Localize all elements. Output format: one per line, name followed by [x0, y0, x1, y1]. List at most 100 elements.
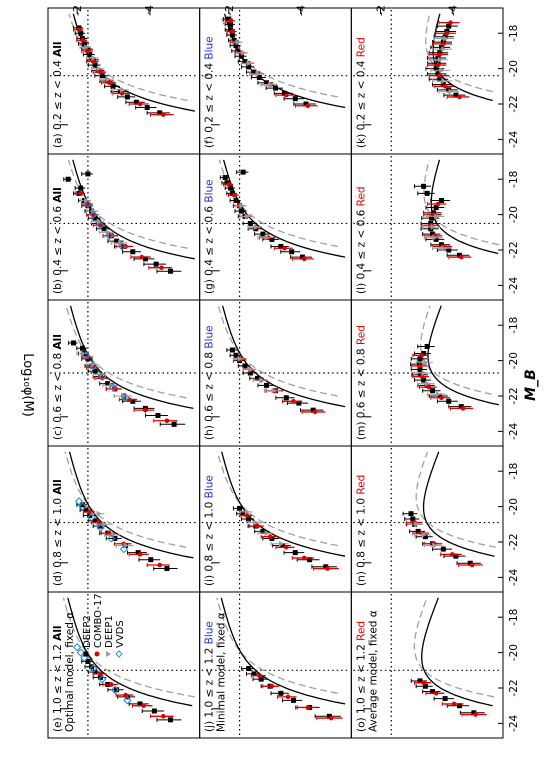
deep2-point	[442, 696, 448, 702]
combo17-point	[283, 545, 289, 550]
combo17-point	[305, 103, 311, 109]
panel-14: (o) 1.0 ≤ z < 1.2 Red Average model, fixe…	[350, 591, 504, 739]
deep2-point	[269, 236, 275, 242]
legend-label: VVDS	[115, 620, 126, 648]
combo17-point	[283, 92, 289, 98]
deep1-point	[248, 366, 254, 373]
combo17-point	[98, 69, 103, 75]
model-label: Average model, fixed α	[367, 610, 379, 732]
vvds-point	[89, 664, 98, 673]
vvds-point	[74, 497, 84, 506]
legend-label: DEEP2	[82, 615, 93, 648]
panel-tag: Red	[355, 186, 367, 206]
deep2-point	[446, 247, 452, 253]
model-fit-curve	[221, 305, 346, 408]
vvds-point	[83, 199, 93, 209]
vvds-point	[110, 685, 120, 694]
deep2-point	[417, 356, 423, 362]
deep2-point	[164, 566, 170, 572]
deep2-point	[168, 717, 174, 723]
combo17-point	[157, 562, 163, 568]
y-axis-label: Log₁₀φ(M)	[20, 353, 35, 417]
panels-layer: (a) 0.2 ≤ z < 0.4 All (b) 0.4 ≤ z < 0.6 A…	[47, 7, 504, 739]
deep2-point	[421, 351, 427, 357]
deep1-point	[259, 377, 265, 384]
panel-label: (b) 0.4 ≤ z < 0.6 All	[52, 187, 64, 294]
deep2-point	[264, 382, 270, 388]
deep2-point	[433, 236, 439, 242]
deep2-point	[87, 51, 93, 57]
deep2-point	[292, 550, 298, 556]
deep1-point	[84, 44, 90, 51]
deep2-point	[222, 174, 228, 180]
deep1-point	[421, 370, 427, 376]
deep1-point	[244, 508, 250, 515]
panel-frame	[47, 445, 201, 593]
panel-11: (l) 0.4 ≤ z < 0.6 Red	[350, 153, 504, 301]
deep2-point	[269, 535, 275, 541]
deep2-point	[424, 190, 430, 196]
combo17-point	[328, 715, 334, 721]
model-fit-curve	[432, 13, 493, 102]
combo17-point	[107, 530, 112, 536]
panel-frame	[199, 7, 352, 155]
deep2-point	[144, 105, 150, 111]
vvds-point	[123, 696, 132, 705]
deep1-point	[268, 81, 274, 88]
combo17-point	[435, 62, 441, 68]
x-tick-label: -24	[508, 276, 520, 293]
deep2-point	[229, 32, 235, 38]
y-tick-label: -2	[71, 5, 84, 16]
deep2-point	[235, 48, 241, 54]
deep2-point	[71, 340, 77, 346]
panel-frame	[47, 153, 201, 301]
x-tick-label: -22	[508, 533, 520, 550]
combo17-point	[439, 395, 444, 401]
deep2-point	[471, 710, 477, 716]
deep1-point	[278, 540, 284, 547]
deep2-point	[437, 76, 443, 82]
deep2-point	[246, 666, 252, 672]
deep2-point	[428, 215, 434, 221]
deep1-point	[441, 245, 447, 252]
x-tick-label: -24	[508, 130, 520, 147]
deep2-point	[446, 398, 452, 404]
model-fit-curve	[427, 305, 500, 406]
panel-13: (n) 0.8 ≤ z < 1.0 Red	[350, 445, 504, 593]
deep2-point	[228, 185, 234, 191]
deep2-point	[307, 557, 313, 563]
panel-tag: All	[52, 479, 64, 494]
deep1-point	[237, 355, 243, 362]
x-tick-label: -20	[508, 352, 520, 369]
deep1-point	[96, 65, 102, 72]
deep2-point	[439, 242, 445, 248]
combo17-point	[305, 705, 311, 710]
deep1-point	[441, 46, 447, 53]
dashed-model-curve	[413, 597, 495, 698]
deep1-point	[84, 197, 90, 204]
panel-tag: All	[52, 187, 64, 202]
model-fit-curve	[221, 451, 346, 557]
panel-label: (e) 1.0 ≤ z < 1.2 All	[52, 625, 64, 732]
panel-tag: Red	[355, 475, 367, 495]
deep2-point	[456, 703, 462, 709]
panel-tag: Blue	[204, 179, 216, 202]
deep2-point	[231, 37, 237, 43]
deep2-point	[229, 190, 235, 196]
deep2-point	[290, 697, 296, 703]
deep2-point	[105, 381, 111, 387]
vvds-point	[89, 361, 98, 371]
deep2-point	[238, 208, 244, 214]
deep2-point	[148, 557, 154, 563]
combo17-point	[139, 254, 145, 260]
combo17-point	[285, 694, 291, 700]
deep1-point	[421, 531, 427, 538]
deep2-point	[130, 249, 136, 255]
combo17-point	[269, 683, 275, 689]
combo17-point	[448, 20, 453, 25]
dashed-model-curve	[415, 451, 496, 548]
dashed-model-curve	[217, 305, 338, 397]
y-tick-label: -2	[374, 5, 387, 16]
deep2-point	[467, 560, 473, 566]
combo17-point	[267, 534, 273, 539]
